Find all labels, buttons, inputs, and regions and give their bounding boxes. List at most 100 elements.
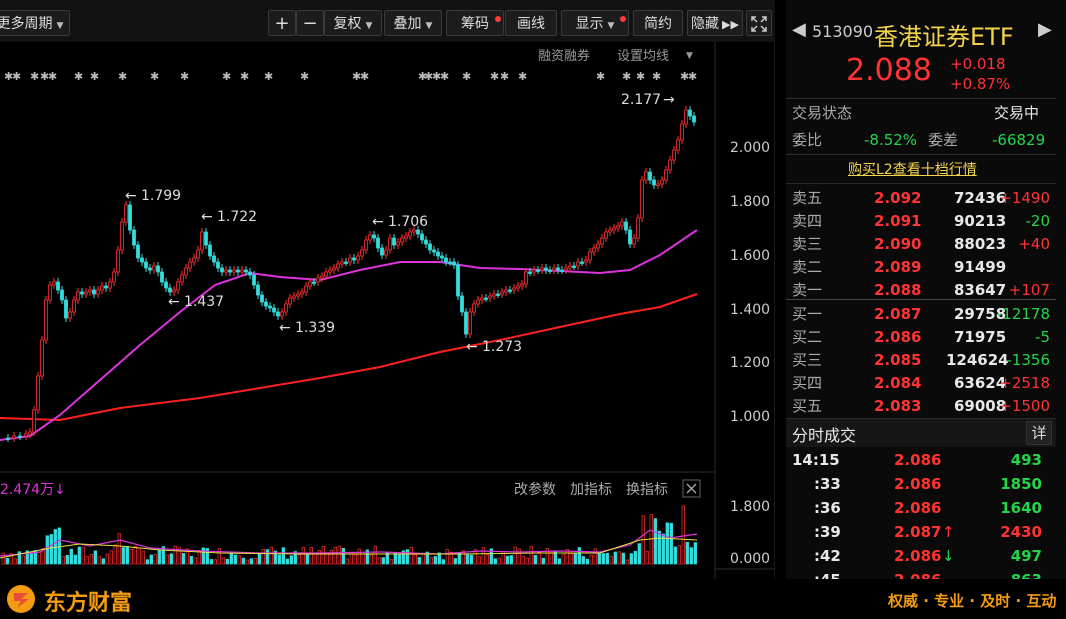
prev-stock-icon[interactable]: ◀ — [792, 19, 806, 40]
volume-bar — [121, 547, 125, 565]
marker-icon[interactable]: ✱ — [622, 70, 631, 83]
close-icon[interactable] — [682, 479, 701, 498]
level-label: 买四 — [792, 374, 823, 392]
candle-body — [388, 237, 392, 251]
ask-row[interactable]: 卖五 2.092 72436 +1490 — [786, 186, 1056, 210]
volume-bar — [657, 530, 661, 565]
marker-icon[interactable]: ✱ — [680, 70, 689, 83]
huaxian-button[interactable]: 画线 — [505, 10, 557, 36]
candle-body — [18, 435, 22, 438]
marker-icon[interactable]: ✱ — [150, 70, 159, 83]
rzrq-label[interactable]: 融资融券 — [538, 48, 590, 64]
marker-icon[interactable]: ✱ — [636, 70, 645, 83]
marker-icon[interactable]: ✱ — [300, 70, 309, 83]
ask-row[interactable]: 卖一 2.088 83647 +107 — [786, 278, 1056, 302]
zoom-out-button[interactable]: − — [296, 10, 324, 36]
marker-icon[interactable]: ✱ — [180, 70, 189, 83]
marker-icon[interactable]: ✱ — [4, 70, 13, 83]
volume-bar — [25, 550, 29, 565]
marker-icon[interactable]: ✱ — [74, 70, 83, 83]
candle-body — [24, 433, 28, 437]
candle-body — [92, 289, 96, 295]
marker-icon[interactable]: ✱ — [500, 70, 509, 83]
marker-icon[interactable]: ✱ — [240, 70, 249, 83]
marker-icon[interactable]: ✱ — [490, 70, 499, 83]
ticks-title: 分时成交 — [792, 426, 857, 445]
candle-body — [644, 171, 648, 181]
volume-bar — [665, 522, 669, 565]
weicha-label: 委差 — [928, 131, 959, 149]
volume-bar — [49, 534, 53, 565]
marker-icon[interactable]: ✱ — [418, 70, 427, 83]
marker-icon[interactable]: ✱ — [424, 70, 433, 83]
ask-row[interactable]: 卖三 2.090 88023 +40 — [786, 232, 1056, 256]
price-tick: 1.600 — [730, 248, 770, 264]
add-indicator-button[interactable]: 加指标 — [570, 482, 612, 498]
volume-bar — [605, 552, 609, 565]
kline-chart[interactable]: 融资融券 设置均线 ▼ ✱✱ ✱ ✱✱ ✱ ✱ ✱ ✱ ✱ ✱ ✱ ✱ ✱ ✱✱ ✱✱✱✱ ✱ ✱ ✱ ✱ ✱ ✱ ✱ ✱… — [0, 42, 775, 579]
chouma-button[interactable]: 筹码 — [446, 10, 504, 36]
l2-upgrade-link[interactable]: 购买L2查看十档行情 — [848, 162, 977, 178]
candle-body — [184, 267, 188, 276]
marker-icon[interactable]: ✱ — [688, 70, 697, 83]
bid-row[interactable]: 买四 2.084 63624 +2518 — [786, 371, 1056, 395]
marker-icon[interactable]: ✱ — [360, 70, 369, 83]
level-volume: 29758 — [954, 305, 1007, 323]
level-price: 2.083 — [874, 397, 922, 415]
expand-icon[interactable] — [746, 10, 772, 36]
fuquan-dropdown[interactable]: 复权 ▼ — [324, 10, 382, 36]
volume-bar — [569, 553, 573, 565]
marker-icon[interactable]: ✱ — [652, 70, 661, 83]
volume-bar — [217, 548, 221, 565]
marker-icon[interactable]: ✱ — [352, 70, 361, 83]
volume-bar — [197, 549, 201, 565]
bid-row[interactable]: 买二 2.086 71975 -5 — [786, 325, 1056, 349]
yincang-button[interactable]: 隐藏 ▶▶ — [687, 10, 743, 36]
marker-icon[interactable]: ✱ — [462, 70, 471, 83]
level-change: +40 — [1018, 235, 1050, 253]
marker-icon[interactable]: ✱ — [30, 70, 39, 83]
volume-bar — [61, 556, 65, 565]
xianshi-dropdown[interactable]: 显示 ▼ — [561, 10, 629, 36]
marker-icon[interactable]: ✱ — [40, 70, 49, 83]
next-stock-icon[interactable]: ▶ — [1038, 19, 1052, 40]
volume-bar — [401, 550, 405, 565]
candle-body — [276, 311, 280, 317]
zoom-in-button[interactable]: + — [268, 10, 296, 36]
diejia-dropdown[interactable]: 叠加 ▼ — [384, 10, 442, 36]
marker-icon[interactable]: ✱ — [264, 70, 273, 83]
ma-settings-label[interactable]: 设置均线 — [617, 49, 669, 64]
bid-row[interactable]: 买三 2.085 124624 -1356 — [786, 348, 1056, 372]
bid-row[interactable]: 买一 2.087 29758 -12178 — [786, 302, 1056, 326]
volume-bar — [237, 555, 241, 565]
level-change: -12178 — [996, 305, 1050, 323]
tick-time: 14:15 — [792, 451, 840, 469]
annotation-trough: 1.437 — [184, 294, 224, 310]
switch-indicator-button[interactable]: 换指标 — [626, 481, 668, 498]
marker-icon[interactable]: ✱ — [48, 70, 57, 83]
bid-row[interactable]: 买五 2.083 69008 +1500 — [786, 394, 1056, 418]
volume-bar — [621, 552, 625, 565]
marker-icon[interactable]: ✱ — [432, 70, 441, 83]
volume-bar — [617, 551, 621, 565]
marker-icon[interactable]: ✱ — [90, 70, 99, 83]
marker-icon[interactable]: ✱ — [222, 70, 231, 83]
candle-body — [180, 274, 184, 283]
marker-icon[interactable]: ✱ — [440, 70, 449, 83]
volume-bar — [549, 552, 553, 565]
more-period-dropdown[interactable]: 更多周期 ▼ — [0, 10, 70, 36]
ask-row[interactable]: 卖四 2.091 90213 -20 — [786, 209, 1056, 233]
volume-bar — [185, 548, 189, 565]
marker-icon[interactable]: ✱ — [12, 70, 21, 83]
marker-icon[interactable]: ✱ — [118, 70, 127, 83]
marker-icon[interactable]: ✱ — [518, 70, 527, 83]
volume-bar — [269, 546, 273, 565]
event-markers[interactable]: ✱✱ ✱ ✱✱ ✱ ✱ ✱ ✱ ✱ ✱ ✱ ✱ ✱ ✱✱ ✱✱✱✱ ✱ ✱ ✱ ✱ ✱ ✱ ✱ ✱ ✱✱ — [4, 70, 697, 83]
jianyue-button[interactable]: 简约 — [633, 10, 683, 36]
candle-body — [336, 263, 340, 269]
change-params-button[interactable]: 改参数 — [514, 481, 556, 498]
tick-volume: 1850 — [1000, 475, 1042, 493]
ask-row[interactable]: 卖二 2.089 91499 — [786, 255, 1056, 279]
ticks-detail-button[interactable]: 详 — [1026, 421, 1052, 445]
marker-icon[interactable]: ✱ — [596, 70, 605, 83]
